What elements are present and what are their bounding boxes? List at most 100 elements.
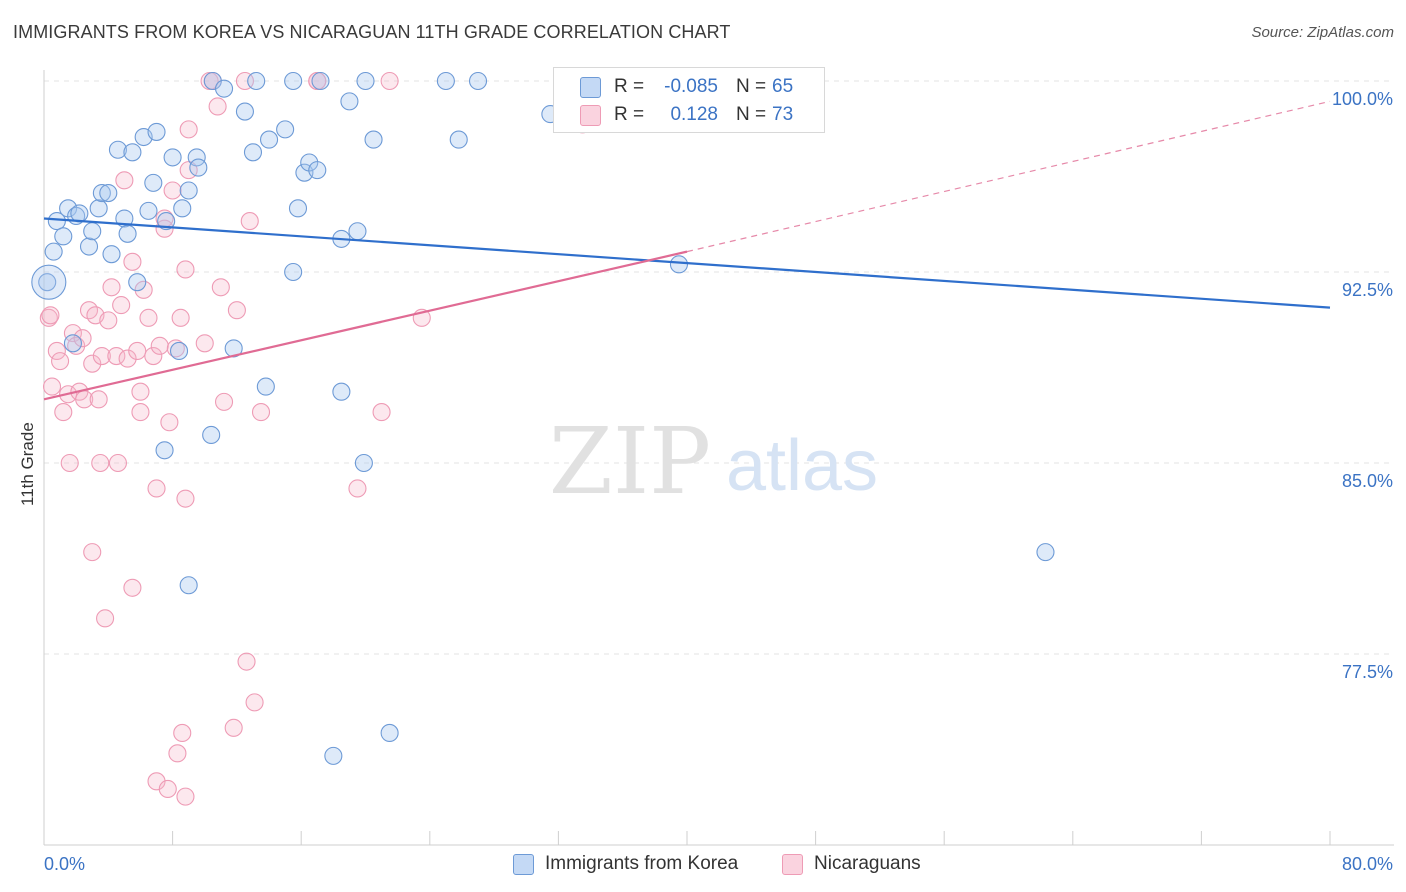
korea-point xyxy=(83,222,102,241)
y-tick-label: 77.5% xyxy=(1342,662,1393,682)
korea-point xyxy=(348,222,367,241)
nicaraguans-point xyxy=(227,301,246,320)
korea-point xyxy=(157,212,176,231)
korea-point xyxy=(102,245,121,264)
nicaraguans-point xyxy=(123,578,142,597)
nicaraguans-point xyxy=(166,339,185,358)
nicaraguans-point xyxy=(245,693,264,712)
nicaraguans-point xyxy=(372,403,391,422)
nicaraguans-point xyxy=(51,352,70,371)
korea-point xyxy=(224,339,243,358)
legend-row-korea: R = -0.085 N = 65 xyxy=(554,72,824,100)
nicaraguans-point xyxy=(144,346,163,366)
legend-n-label: N = xyxy=(736,104,767,125)
nicaraguans-point xyxy=(67,336,86,355)
korea-point xyxy=(189,158,208,177)
nicaraguans-point xyxy=(134,280,153,299)
korea-point xyxy=(92,184,111,203)
stats-legend: R = -0.085 N = 65 R = 0.128 N = 73 xyxy=(553,67,825,133)
korea-point xyxy=(288,199,308,218)
zipatlas-watermark: ZIP atlas xyxy=(549,408,878,515)
korea-point xyxy=(179,576,198,595)
korea-point xyxy=(214,79,234,98)
bottom-legend-label-nicaraguans: Nicaraguans xyxy=(814,853,921,874)
nicaraguans-point xyxy=(83,543,102,562)
nicaraguans-point xyxy=(108,453,127,473)
nicaraguans-point xyxy=(155,219,174,238)
nicaraguans-points xyxy=(39,71,592,806)
korea-point-large xyxy=(31,264,67,300)
nicaraguans-point xyxy=(112,296,131,315)
korea-point xyxy=(79,237,99,256)
nicaraguans-point xyxy=(171,308,190,327)
nicaraguans-point xyxy=(176,787,195,806)
korea-point xyxy=(380,723,399,742)
legend-n-value: 73 xyxy=(772,104,794,125)
legend-r-label: R = xyxy=(614,76,645,97)
legend-r-value: 0.128 xyxy=(670,104,718,125)
nicaraguans-point xyxy=(208,97,227,116)
nicaraguans-point xyxy=(348,479,367,498)
bottom-legend-label-korea: Immigrants from Korea xyxy=(545,853,739,874)
nicaraguans-point xyxy=(107,346,126,366)
korea-point xyxy=(38,273,57,292)
legend-r-label: R = xyxy=(614,104,645,125)
korea-point xyxy=(284,262,303,282)
nicaraguans-trend-extension xyxy=(686,100,1331,253)
nicaraguans-point xyxy=(91,453,110,473)
korea-point xyxy=(356,71,375,91)
korea-point xyxy=(311,71,330,91)
nicaraguans-point xyxy=(158,779,177,799)
korea-point xyxy=(259,130,279,149)
nicaraguans-point xyxy=(214,392,234,411)
nicaraguans-point xyxy=(131,382,150,401)
korea-point xyxy=(123,143,142,162)
nicaraguans-point xyxy=(115,171,134,190)
y-tick-label: 85.0% xyxy=(1342,471,1393,491)
korea-point xyxy=(108,140,127,159)
korea-point xyxy=(169,341,189,360)
legend-swatch-nicaraguans xyxy=(580,105,601,126)
nicaraguans-point xyxy=(47,341,66,360)
korea-point xyxy=(202,425,221,445)
legend-swatch-korea xyxy=(580,77,601,98)
korea-point xyxy=(89,199,108,218)
nicaraguans-point xyxy=(160,413,179,432)
legend-n-label: N = xyxy=(736,76,767,97)
nicaraguans-point xyxy=(240,212,259,231)
watermark-atlas: atlas xyxy=(726,426,878,506)
korea-point xyxy=(243,143,263,162)
nicaraguans-point xyxy=(123,252,142,271)
axes xyxy=(43,70,1394,846)
nicaraguans-point xyxy=(211,278,230,297)
korea-point xyxy=(63,334,82,353)
nicaraguans-point xyxy=(99,311,118,330)
korea-point xyxy=(284,71,303,91)
nicaraguans-point xyxy=(163,181,182,200)
nicaraguans-point xyxy=(150,336,169,355)
korea-point xyxy=(163,148,182,167)
korea-point xyxy=(669,255,689,274)
nicaraguans-point xyxy=(173,723,192,742)
nicaraguans-point xyxy=(176,260,195,279)
tick-labels: 77.5% 85.0% 92.5% 100.0% 0.0% 80.0% xyxy=(44,89,1393,874)
nicaraguans-point xyxy=(89,390,108,409)
korea-point xyxy=(70,204,89,223)
watermark-zip: ZIP xyxy=(549,408,711,515)
korea-point xyxy=(340,92,359,111)
nicaraguans-point xyxy=(102,278,121,297)
source-note: Source: ZipAtlas.com xyxy=(1251,24,1394,41)
nicaraguans-trend-line xyxy=(43,250,688,401)
nicaraguans-point xyxy=(179,120,198,139)
korea-point xyxy=(436,71,455,91)
nicaraguans-point xyxy=(73,329,92,348)
korea-point xyxy=(364,130,383,149)
x-tick-label-max: 80.0% xyxy=(1342,854,1393,874)
korea-point xyxy=(247,71,266,91)
korea-point xyxy=(99,184,118,203)
nicaraguans-point xyxy=(54,403,73,422)
nicaraguans-point xyxy=(131,403,150,422)
nicaraguans-point xyxy=(96,609,115,628)
korea-points xyxy=(31,71,1055,765)
y-tick-label: 100.0% xyxy=(1332,89,1393,109)
